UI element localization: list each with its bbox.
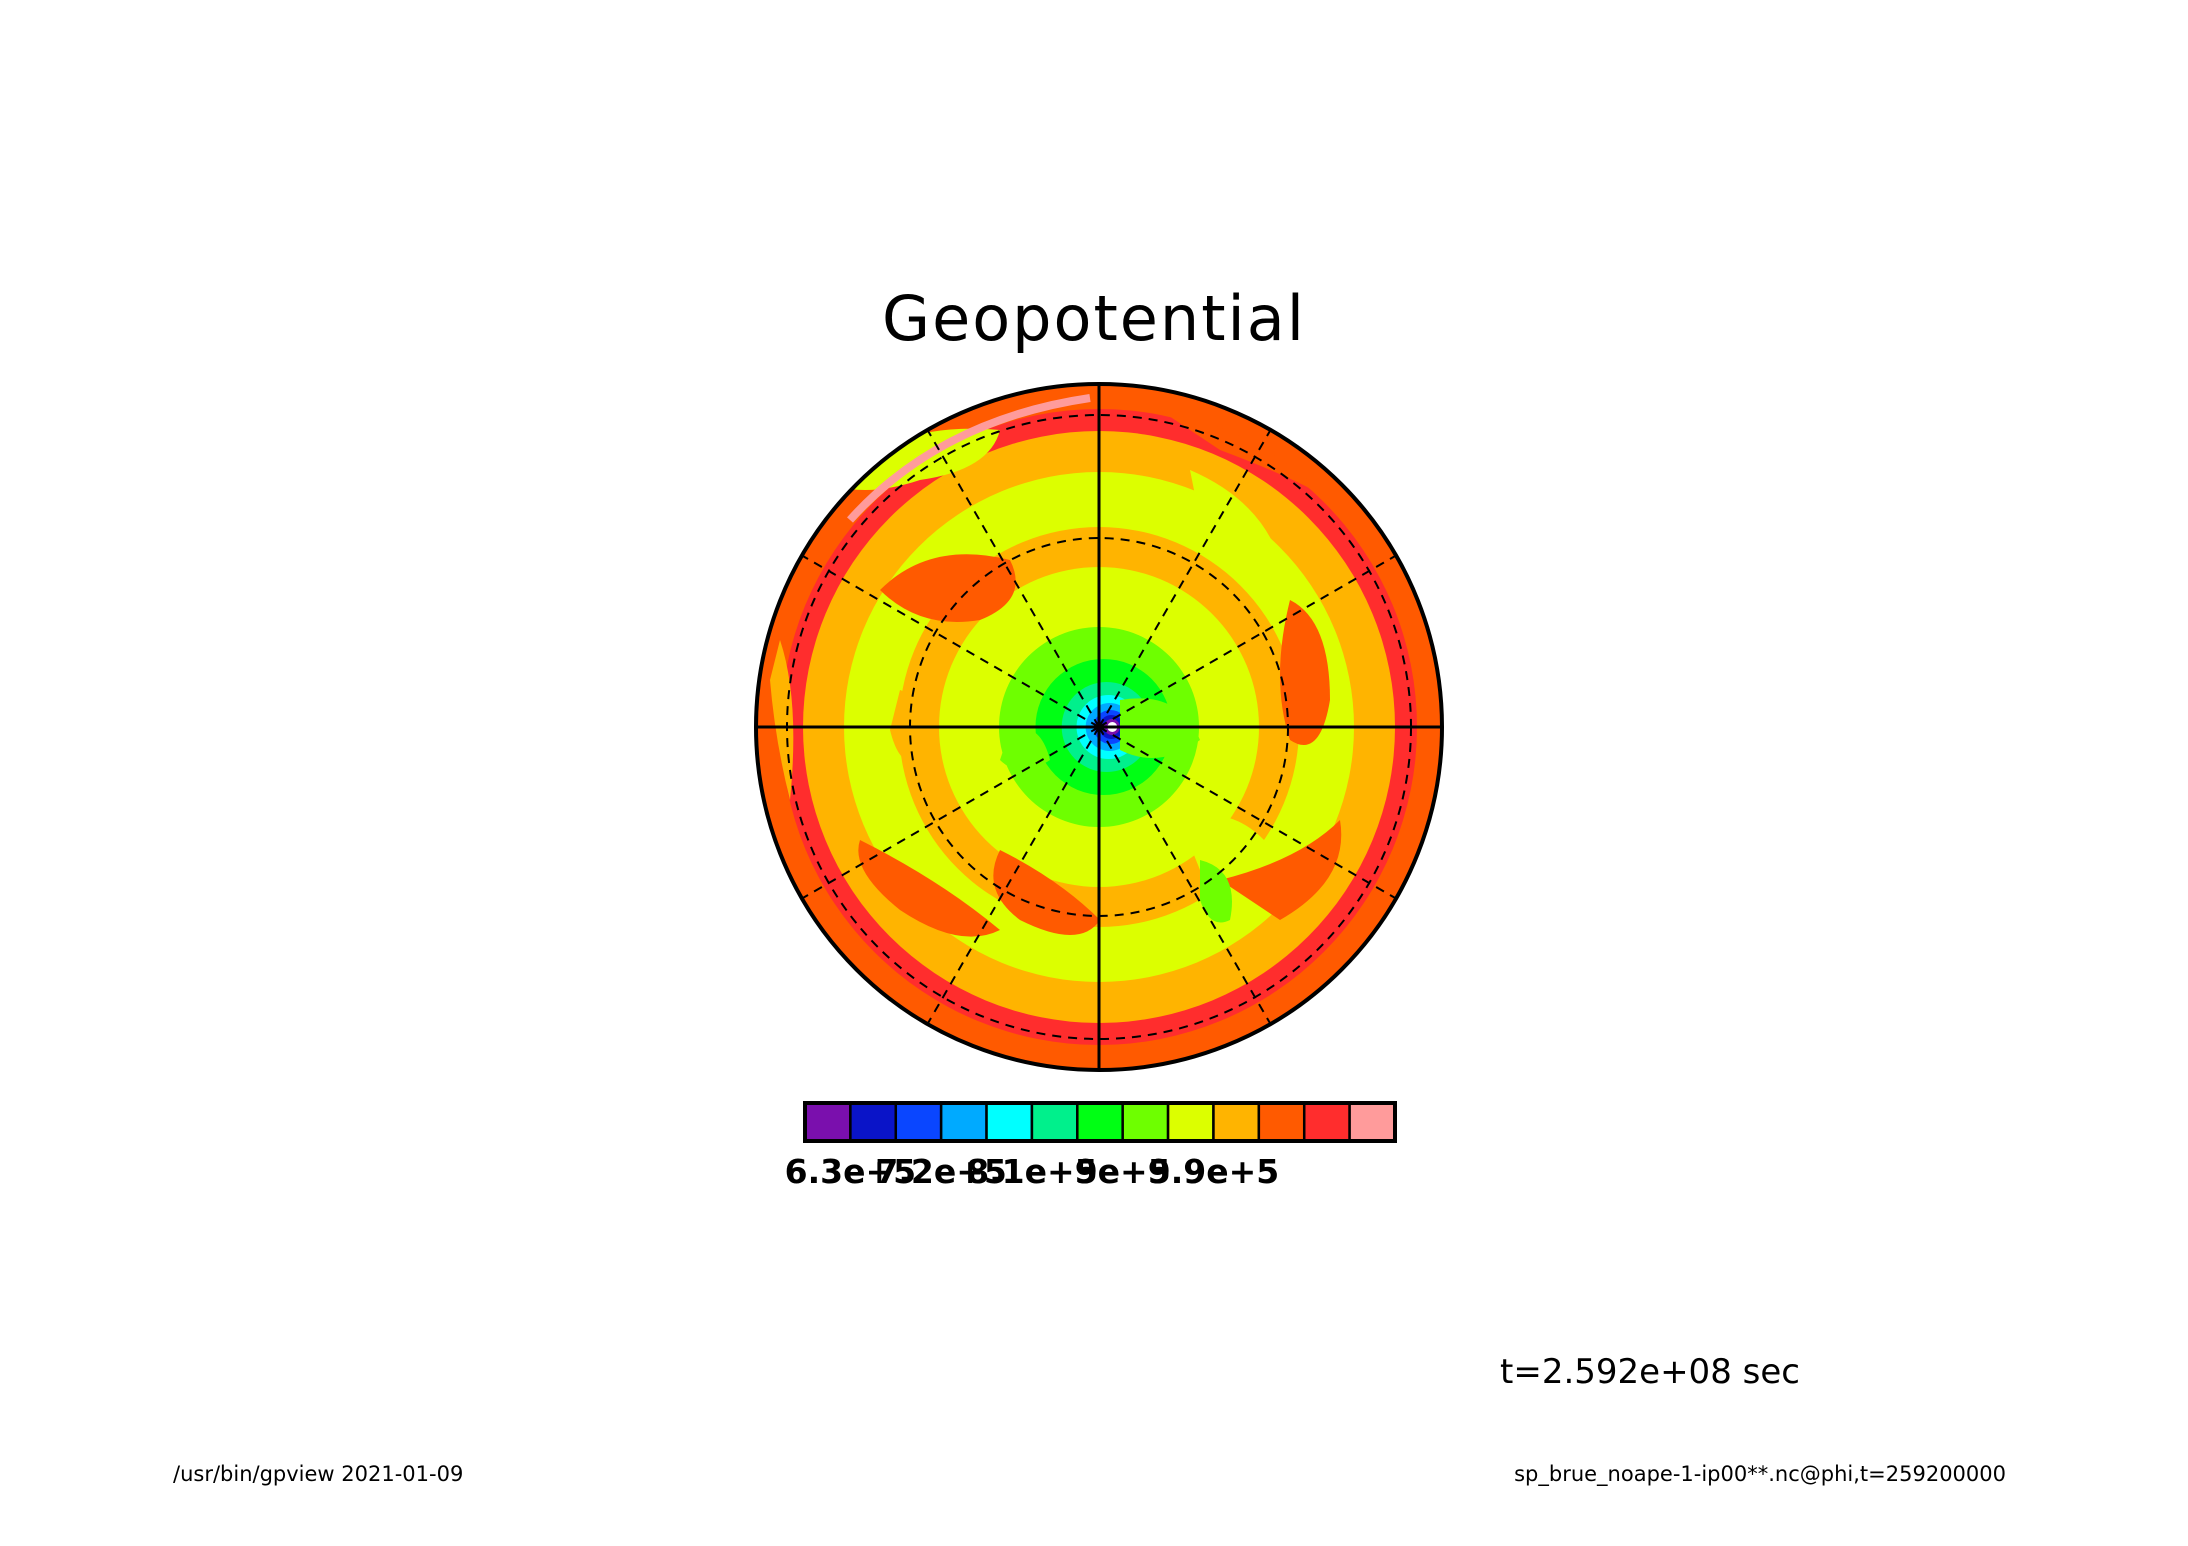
colorbar-frame	[803, 1101, 1397, 1143]
field-crest	[847, 394, 1091, 523]
colorbar-swatch	[803, 1101, 852, 1143]
field-patch	[1190, 470, 1280, 560]
footer-command: /usr/bin/gpview 2021-01-09	[173, 1462, 464, 1486]
colorbar-tick-label: 9e+5	[1075, 1152, 1171, 1191]
colorbar-swatch	[1166, 1101, 1215, 1143]
colorbar-tick-labels: 6.3e+57.2e+58.1e+59e+59.9e+5	[785, 1152, 1280, 1191]
colorbar-swatch	[849, 1101, 898, 1143]
colorbar-swatch	[1076, 1101, 1124, 1143]
colorbar-swatch	[1121, 1101, 1170, 1143]
colorbar-swatch	[985, 1101, 1034, 1143]
field-patch	[1000, 728, 1050, 770]
colorbar-swatch	[1257, 1101, 1306, 1143]
colorbar-swatch	[1348, 1101, 1397, 1143]
colorbar-swatch	[1302, 1101, 1351, 1143]
colorbar-swatch	[939, 1101, 988, 1143]
map-grid	[756, 384, 1442, 1070]
field-patch	[1200, 860, 1232, 923]
field-patch	[858, 840, 1000, 937]
colorbar-swatch	[1030, 1101, 1079, 1143]
colorbar-tick-label: 7.2e+5	[875, 1152, 1006, 1191]
map-boundary	[754, 382, 1444, 1072]
colorbar-tick-label: 6.3e+5	[785, 1152, 916, 1191]
time-label: t=2.592e+08 sec	[1500, 1352, 1800, 1392]
colorbar	[803, 1101, 1397, 1143]
footer-source: sp_brue_noape-1-ip00**.nc@phi,t=25920000…	[1514, 1462, 2006, 1486]
chart-title: Geopotential	[882, 282, 1306, 355]
field-patch	[770, 640, 794, 800]
colorbar-swatch	[1212, 1101, 1261, 1143]
colorbar-tick-label: 8.1e+5	[966, 1152, 1097, 1191]
field-patch	[1280, 600, 1330, 745]
field-patch	[1220, 820, 1342, 920]
field-patch	[880, 554, 1016, 622]
colorbar-tick-label: 9.9e+5	[1148, 1152, 1279, 1191]
colorbar-swatch	[894, 1101, 943, 1143]
